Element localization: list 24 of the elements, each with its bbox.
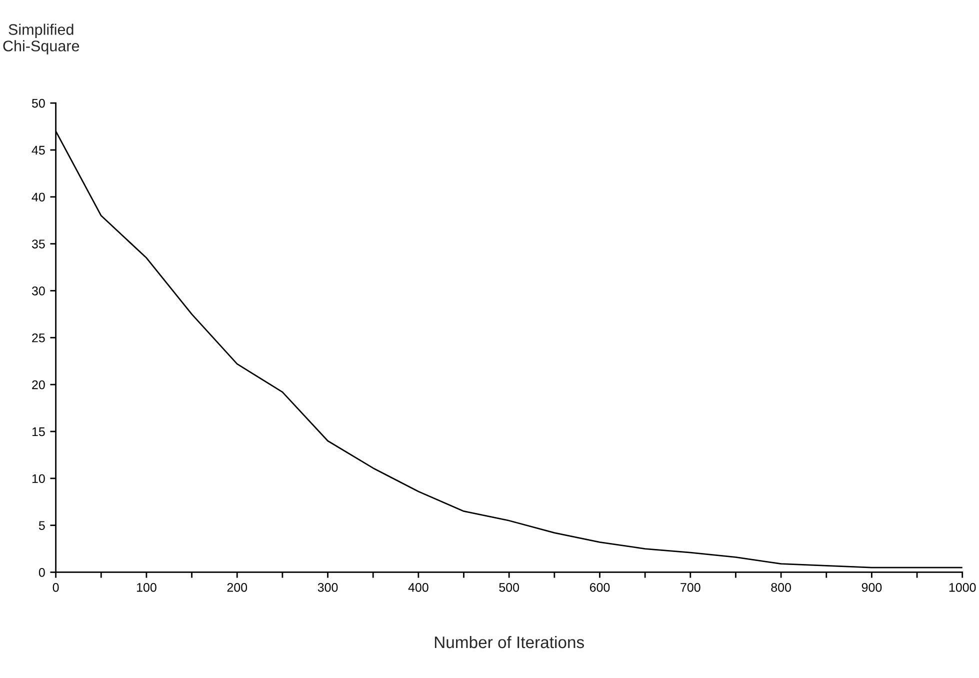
y-tick-label: 50: [32, 98, 45, 108]
x-tick-label: 900: [862, 582, 882, 592]
y-tick-label: 10: [32, 474, 45, 484]
x-tick-label: 500: [499, 582, 520, 592]
y-tick-label: 20: [32, 380, 45, 390]
y-tick-label: 15: [32, 427, 45, 436]
y-tick-label: 5: [38, 521, 45, 530]
y-tick-label: 40: [32, 192, 45, 202]
y-tick-label: 45: [32, 146, 45, 155]
x-tick-label: 1000: [949, 582, 976, 592]
x-tick-label: 100: [136, 582, 156, 592]
x-tick-label: 400: [408, 582, 428, 592]
y-tick-label: 0: [38, 568, 45, 577]
x-tick-label: 600: [590, 582, 610, 592]
x-tick-label: 200: [227, 582, 248, 592]
x-tick-label: 0: [52, 582, 59, 592]
x-axis-title: Number of Iterations: [434, 636, 584, 648]
y-tick-label: 30: [32, 286, 45, 296]
y-tick-label: 35: [32, 240, 45, 248]
x-tick-label: 800: [771, 582, 791, 592]
x-tick-label: 700: [680, 582, 700, 592]
y-tick-label: 25: [32, 333, 45, 342]
y-axis-title: Simplified Chi-Square: [3, 24, 80, 54]
x-tick-label: 300: [318, 582, 338, 592]
